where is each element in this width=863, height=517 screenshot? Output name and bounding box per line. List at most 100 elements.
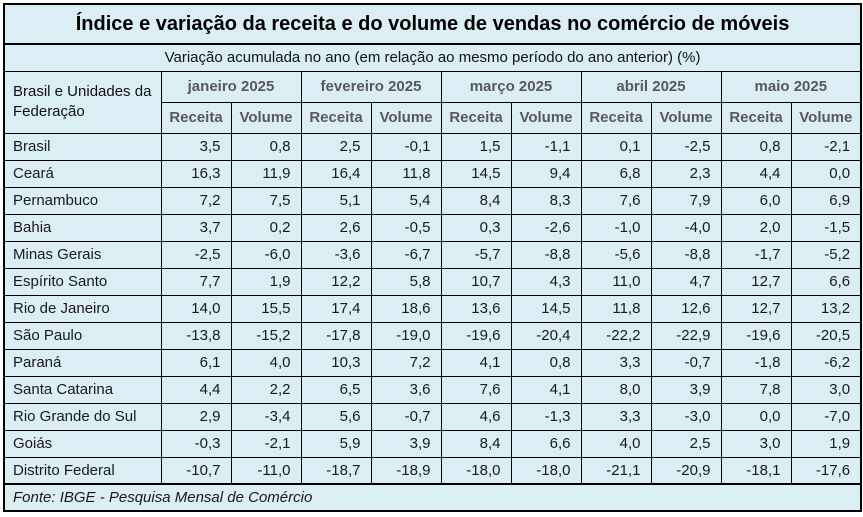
value-cell: 4,7 <box>650 267 722 296</box>
value-cell: 5,1 <box>300 186 372 215</box>
value-cell: 3,5 <box>160 132 232 161</box>
table-row: Goiás -0,3 -2,1 5,9 3,9 8,4 6,6 4,0 2,5 3,0 1,9 <box>3 429 862 458</box>
value-cell: 6,6 <box>790 267 862 296</box>
region-label: Brasil <box>3 132 162 161</box>
region-label: São Paulo <box>3 321 162 350</box>
value-cell: 2,6 <box>300 213 372 242</box>
value-cell: 18,6 <box>370 294 442 323</box>
value-cell: -3,6 <box>300 240 372 269</box>
value-cell: 4,1 <box>440 348 512 377</box>
value-cell: 14,0 <box>160 294 232 323</box>
value-cell: -5,7 <box>440 240 512 269</box>
value-cell: 7,7 <box>160 267 232 296</box>
source-note: Fonte: IBGE - Pesquisa Mensal de Comérci… <box>3 483 862 512</box>
value-cell: 4,3 <box>510 267 582 296</box>
value-cell: 6,1 <box>160 348 232 377</box>
stat-table-sheet: Índice e variação da receita e do volume… <box>3 3 863 514</box>
value-cell: -15,2 <box>230 321 302 350</box>
measure-header-receita: Receita <box>580 101 652 134</box>
value-cell: -0,1 <box>370 132 442 161</box>
value-cell: 14,5 <box>510 294 582 323</box>
region-label: Santa Catarina <box>3 375 162 404</box>
region-label: Minas Gerais <box>3 240 162 269</box>
month-header-fevereiro: fevereiro 2025 <box>300 70 442 103</box>
value-cell: -20,9 <box>650 456 722 485</box>
value-cell: 5,6 <box>300 402 372 431</box>
value-cell: 3,7 <box>160 213 232 242</box>
value-cell: 1,9 <box>790 429 862 458</box>
value-cell: 8,3 <box>510 186 582 215</box>
value-cell: -22,2 <box>580 321 652 350</box>
value-cell: 3,3 <box>580 348 652 377</box>
value-cell: 2,3 <box>650 159 722 188</box>
value-cell: 3,0 <box>790 375 862 404</box>
value-cell: 3,6 <box>370 375 442 404</box>
value-cell: -1,0 <box>580 213 652 242</box>
value-cell: -0,7 <box>370 402 442 431</box>
region-label: Rio de Janeiro <box>3 294 162 323</box>
table-subtitle: Variação acumulada no ano (em relação ao… <box>3 43 862 72</box>
value-cell: -20,4 <box>510 321 582 350</box>
table-body: Brasil 3,5 0,8 2,5 -0,1 1,5 -1,1 0,1 -2,5 0,8 -2,1… <box>3 132 862 485</box>
value-cell: 12,7 <box>720 294 792 323</box>
title-row: Índice e variação da receita e do volume… <box>3 3 862 45</box>
value-cell: 2,5 <box>300 132 372 161</box>
table-row: Rio Grande do Sul 2,9 -3,4 5,6 -0,7 4,6 -1,3 3,… <box>3 402 862 431</box>
value-cell: 5,9 <box>300 429 372 458</box>
region-label: Pernambuco <box>3 186 162 215</box>
value-cell: 12,2 <box>300 267 372 296</box>
month-header-abril: abril 2025 <box>580 70 722 103</box>
value-cell: 10,7 <box>440 267 512 296</box>
value-cell: -2,1 <box>230 429 302 458</box>
value-cell: 3,0 <box>720 429 792 458</box>
value-cell: -1,1 <box>510 132 582 161</box>
value-cell: 1,5 <box>440 132 512 161</box>
value-cell: -6,2 <box>790 348 862 377</box>
value-cell: 7,6 <box>580 186 652 215</box>
value-cell: 11,0 <box>580 267 652 296</box>
value-cell: 7,6 <box>440 375 512 404</box>
value-cell: 0,8 <box>720 132 792 161</box>
value-cell: 4,0 <box>230 348 302 377</box>
table-row: São Paulo -13,8 -15,2 -17,8 -19,0 -19,6 -20,4-… <box>3 321 862 350</box>
value-cell: -1,3 <box>510 402 582 431</box>
value-cell: 8,4 <box>440 429 512 458</box>
value-cell: -19,6 <box>440 321 512 350</box>
value-cell: 6,6 <box>510 429 582 458</box>
value-cell: 0,1 <box>580 132 652 161</box>
value-cell: -18,9 <box>370 456 442 485</box>
table-row: Brasil 3,5 0,8 2,5 -0,1 1,5 -1,1 0,1 -2,5 0,8 -2,1 <box>3 132 862 161</box>
value-cell: -19,0 <box>370 321 442 350</box>
value-cell: -13,8 <box>160 321 232 350</box>
value-cell: 11,8 <box>370 159 442 188</box>
table-title: Índice e variação da receita e do volume… <box>3 3 862 45</box>
region-label: Bahia <box>3 213 162 242</box>
measure-header-volume: Volume <box>650 101 722 134</box>
table-row: Minas Gerais -2,5 -6,0 -3,6 -6,7 -5,7 -8,8 -5,6… <box>3 240 862 269</box>
value-cell: -2,6 <box>510 213 582 242</box>
value-cell: -18,0 <box>510 456 582 485</box>
region-label: Rio Grande do Sul <box>3 402 162 431</box>
table-row: Espírito Santo 7,7 1,9 12,2 5,8 10,7 4,3 11,0 4,… <box>3 267 862 296</box>
table-row: Paraná 6,1 4,0 10,3 7,2 4,1 0,8 3,3 -0,7 -1,8 -6,2 <box>3 348 862 377</box>
value-cell: 5,4 <box>370 186 442 215</box>
value-cell: 0,8 <box>230 132 302 161</box>
value-cell: 2,2 <box>230 375 302 404</box>
value-cell: -2,1 <box>790 132 862 161</box>
subtitle-row: Variação acumulada no ano (em relação ao… <box>3 43 862 72</box>
value-cell: -20,5 <box>790 321 862 350</box>
value-cell: -22,9 <box>650 321 722 350</box>
value-cell: 0,2 <box>230 213 302 242</box>
value-cell: -0,5 <box>370 213 442 242</box>
region-label: Distrito Federal <box>3 456 162 485</box>
value-cell: 17,4 <box>300 294 372 323</box>
row-header-label: Brasil e Unidades da Federação <box>3 70 162 134</box>
month-header-marco: março 2025 <box>440 70 582 103</box>
value-cell: -1,7 <box>720 240 792 269</box>
value-cell: -18,1 <box>720 456 792 485</box>
value-cell: 7,2 <box>160 186 232 215</box>
value-cell: 12,7 <box>720 267 792 296</box>
month-header-row: Brasil e Unidades da Federação janeiro 2… <box>3 70 862 134</box>
measure-header-volume: Volume <box>790 101 862 134</box>
value-cell: -3,0 <box>650 402 722 431</box>
